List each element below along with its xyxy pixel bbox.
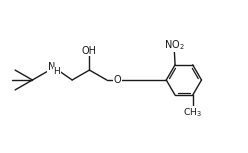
Text: OH: OH — [82, 46, 97, 56]
Text: NO$_2$: NO$_2$ — [164, 38, 184, 52]
Text: N: N — [48, 62, 55, 72]
Text: H: H — [53, 67, 60, 76]
Text: CH$_3$: CH$_3$ — [183, 107, 202, 119]
Text: O: O — [114, 75, 122, 85]
